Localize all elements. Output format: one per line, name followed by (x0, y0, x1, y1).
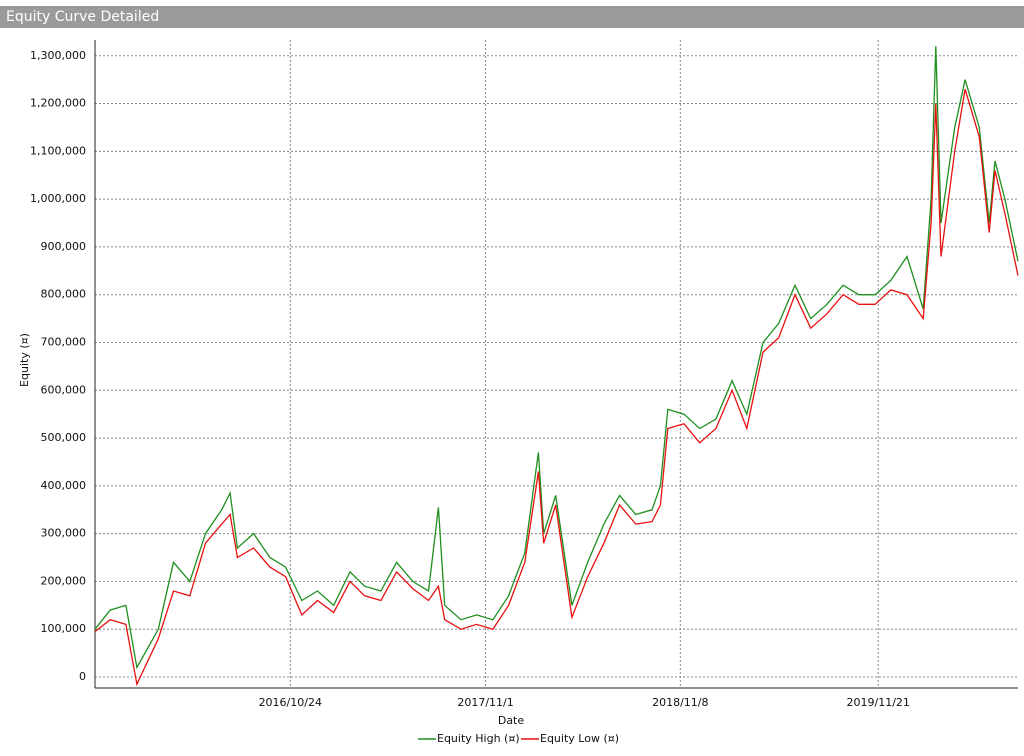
y-tick-label: 1,300,000 (30, 49, 86, 62)
title-bar (0, 6, 1024, 28)
y-tick-label: 1,100,000 (30, 144, 86, 157)
y-tick-label: 700,000 (41, 335, 87, 348)
y-tick-label: 800,000 (41, 288, 87, 301)
x-tick-label: 2017/11/1 (457, 696, 513, 709)
y-tick-label: 200,000 (41, 574, 87, 587)
y-axis-label: Equity (¤) (18, 333, 31, 387)
legend-label: Equity Low (¤) (540, 732, 619, 745)
y-tick-label: 100,000 (41, 622, 87, 635)
x-tick-label: 2018/11/8 (652, 696, 708, 709)
y-tick-label: 300,000 (41, 527, 87, 540)
equity-line (94, 46, 1019, 670)
y-tick-label: 400,000 (41, 479, 87, 492)
x-axis-label: Date (498, 714, 525, 727)
y-tick-label: 600,000 (41, 383, 87, 396)
y-tick-label: 1,000,000 (30, 192, 86, 205)
equity-line (94, 89, 1019, 687)
window-title: Equity Curve Detailed (6, 9, 159, 25)
y-tick-label: 0 (79, 670, 86, 683)
legend-label: Equity High (¤) (437, 732, 520, 745)
x-tick-label: 2019/11/21 (847, 696, 910, 709)
x-tick-label: 2016/10/24 (259, 696, 322, 709)
y-tick-label: 500,000 (41, 431, 87, 444)
y-tick-label: 1,200,000 (30, 97, 86, 110)
y-tick-label: 900,000 (41, 240, 87, 253)
